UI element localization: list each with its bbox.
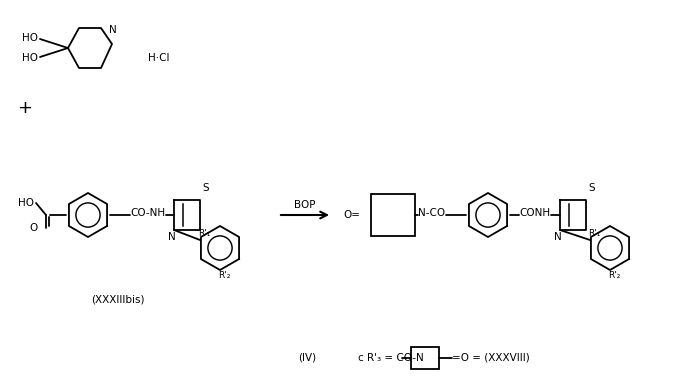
Text: (XXXIIIbis): (XXXIIIbis) bbox=[92, 295, 145, 305]
Text: HO: HO bbox=[22, 33, 38, 43]
Text: N: N bbox=[109, 25, 117, 35]
Text: =O = (XXXVIII): =O = (XXXVIII) bbox=[452, 353, 530, 363]
Text: c R'₃ = CO-N: c R'₃ = CO-N bbox=[358, 353, 424, 363]
Text: BOP: BOP bbox=[294, 200, 316, 210]
Text: O=: O= bbox=[343, 210, 360, 220]
Text: N: N bbox=[168, 232, 176, 242]
Text: CO-NH: CO-NH bbox=[131, 208, 166, 218]
Text: O: O bbox=[30, 223, 38, 233]
Text: N-CO: N-CO bbox=[419, 208, 445, 218]
Text: CONH: CONH bbox=[519, 208, 551, 218]
Text: R'₁: R'₁ bbox=[198, 230, 210, 239]
Text: S: S bbox=[588, 183, 595, 193]
Text: +: + bbox=[17, 99, 32, 117]
Text: HO: HO bbox=[18, 198, 34, 208]
Text: S: S bbox=[202, 183, 208, 193]
Text: H·Cl: H·Cl bbox=[148, 53, 169, 63]
Text: R'₂: R'₂ bbox=[608, 271, 620, 280]
Bar bbox=[411, 347, 439, 369]
Bar bbox=[371, 194, 415, 236]
Text: (IV): (IV) bbox=[298, 353, 316, 363]
Text: R'₂: R'₂ bbox=[218, 271, 230, 280]
Text: HO: HO bbox=[22, 53, 38, 63]
Text: N: N bbox=[554, 232, 562, 242]
Text: R'₁: R'₁ bbox=[588, 230, 600, 239]
